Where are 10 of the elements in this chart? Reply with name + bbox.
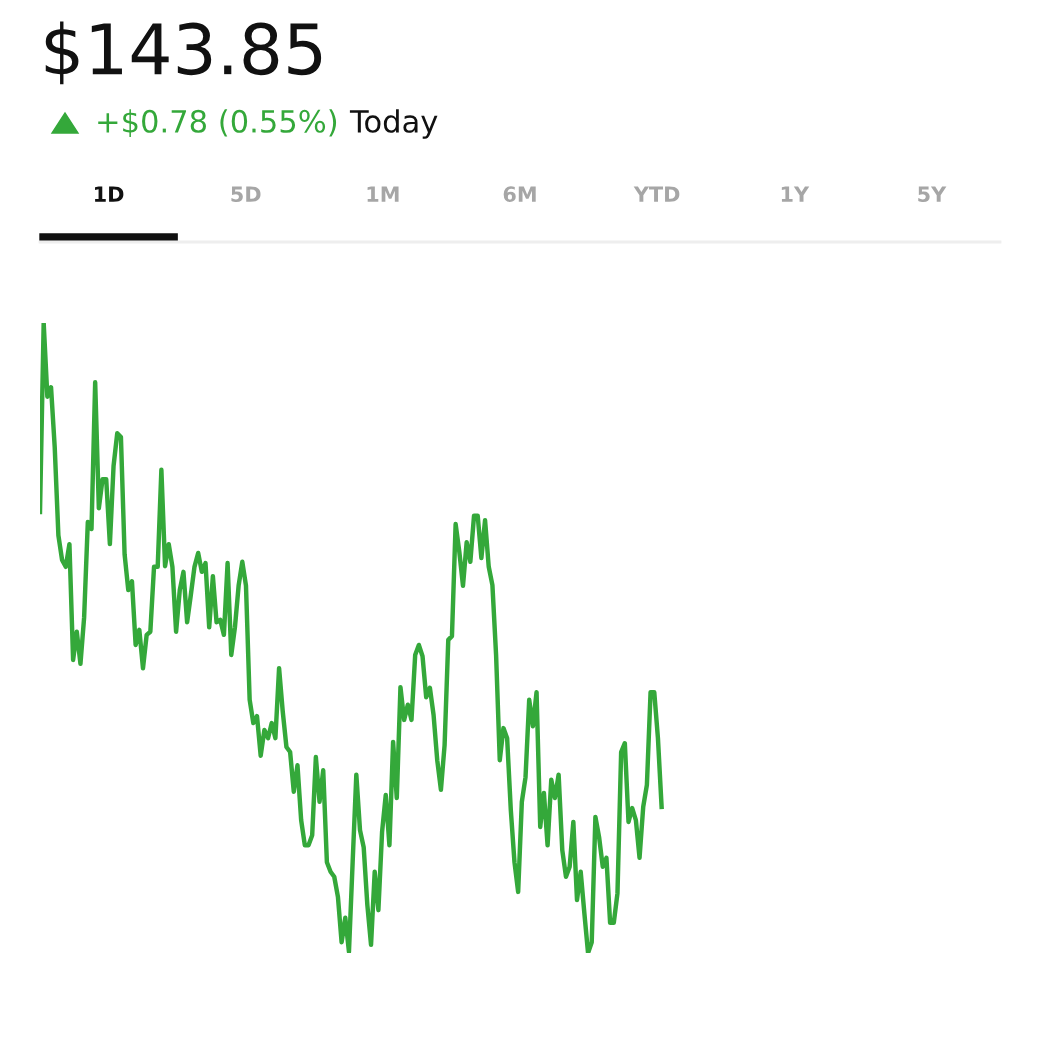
text: 5D [231, 186, 261, 203]
chart-subtitle: +$0.78 (0.55%) [98, 109, 337, 137]
text: 1Y [781, 186, 810, 202]
text: 6M [503, 186, 536, 203]
text: YTD [633, 186, 680, 202]
text: 5Y [918, 186, 947, 203]
text: 1M [367, 186, 399, 202]
text: Today [349, 109, 438, 139]
text: 1D [95, 186, 124, 202]
chart-title: $143.85 [45, 21, 322, 85]
